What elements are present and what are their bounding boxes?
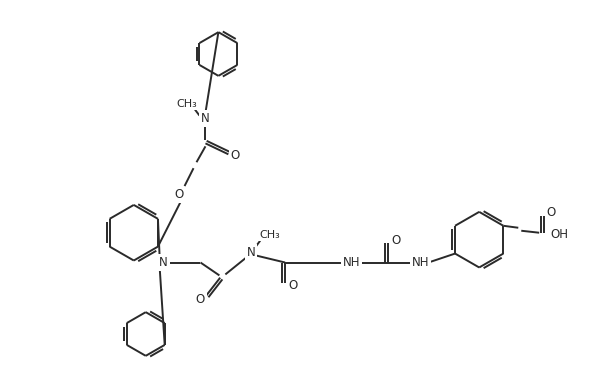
Text: O: O [196, 293, 205, 306]
Text: N: N [201, 112, 210, 125]
Text: O: O [391, 234, 400, 247]
Text: CH₃: CH₃ [259, 230, 280, 240]
Text: O: O [231, 149, 240, 162]
Text: N: N [247, 246, 256, 259]
Text: N: N [159, 256, 168, 269]
Text: CH₃: CH₃ [176, 99, 197, 109]
Text: O: O [547, 206, 556, 219]
Text: OH: OH [550, 228, 568, 241]
Text: O: O [288, 279, 297, 292]
Text: NH: NH [412, 256, 429, 269]
Text: O: O [174, 189, 183, 201]
Text: NH: NH [343, 256, 360, 269]
